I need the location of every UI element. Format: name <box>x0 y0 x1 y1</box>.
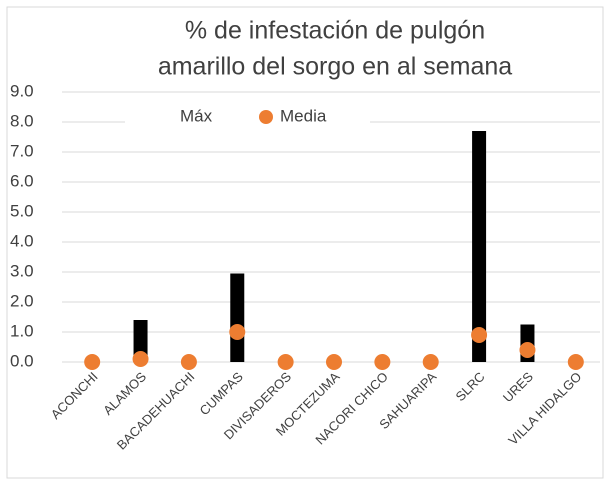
y-tick-label: 5.0 <box>10 201 34 220</box>
point <box>277 354 294 370</box>
point <box>519 342 536 358</box>
point <box>422 354 439 370</box>
y-tick-label: 8.0 <box>10 111 34 130</box>
point <box>180 354 197 370</box>
bar <box>472 131 487 362</box>
point <box>84 354 101 370</box>
y-tick-label: 7.0 <box>10 141 34 160</box>
bar <box>230 273 245 362</box>
point <box>374 354 391 370</box>
y-tick-label: 2.0 <box>10 291 34 310</box>
legend-marker <box>259 110 273 124</box>
y-tick-label: 3.0 <box>10 261 34 280</box>
bar <box>133 320 148 362</box>
chart-title: amarillo del sorgo en al semana <box>158 53 512 81</box>
point <box>326 354 342 370</box>
chart-title: % de infestación de pulgón <box>185 17 485 45</box>
y-tick-label: 9.0 <box>10 81 34 100</box>
point <box>229 324 246 340</box>
legend-label: Media <box>280 106 327 125</box>
legend-label: Máx <box>180 106 213 125</box>
y-tick-label: 4.0 <box>10 231 34 250</box>
point <box>567 354 584 370</box>
y-tick-label: 1.0 <box>10 321 34 340</box>
legend-box <box>125 103 370 131</box>
point <box>132 351 149 367</box>
y-tick-label: 6.0 <box>10 171 34 190</box>
point <box>471 327 488 343</box>
y-tick-label: 0.0 <box>10 351 34 370</box>
